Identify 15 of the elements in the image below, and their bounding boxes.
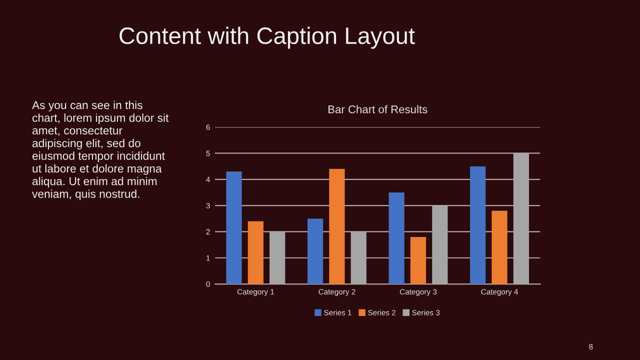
bar (513, 153, 529, 284)
bar (388, 192, 404, 284)
text: Content with Caption Layout (120, 26, 415, 49)
bar (329, 168, 345, 284)
bar (492, 210, 508, 284)
bar (307, 218, 324, 284)
bar (270, 232, 286, 284)
bar (432, 206, 448, 284)
text: As you can see in this chart, lorem ipsum dolor sit amet, consectetur adipiscing elit, sed do eiusmod tempor incididunt ut labore et dolore magna aliqua. Ut enim ad minim veniam, quis nostrud. (32, 100, 169, 200)
bar (470, 166, 486, 284)
bar (350, 232, 366, 284)
bar (410, 236, 426, 284)
bar (226, 172, 242, 284)
chart-title: Bar Chart of Results (328, 105, 428, 114)
bar (248, 221, 264, 284)
